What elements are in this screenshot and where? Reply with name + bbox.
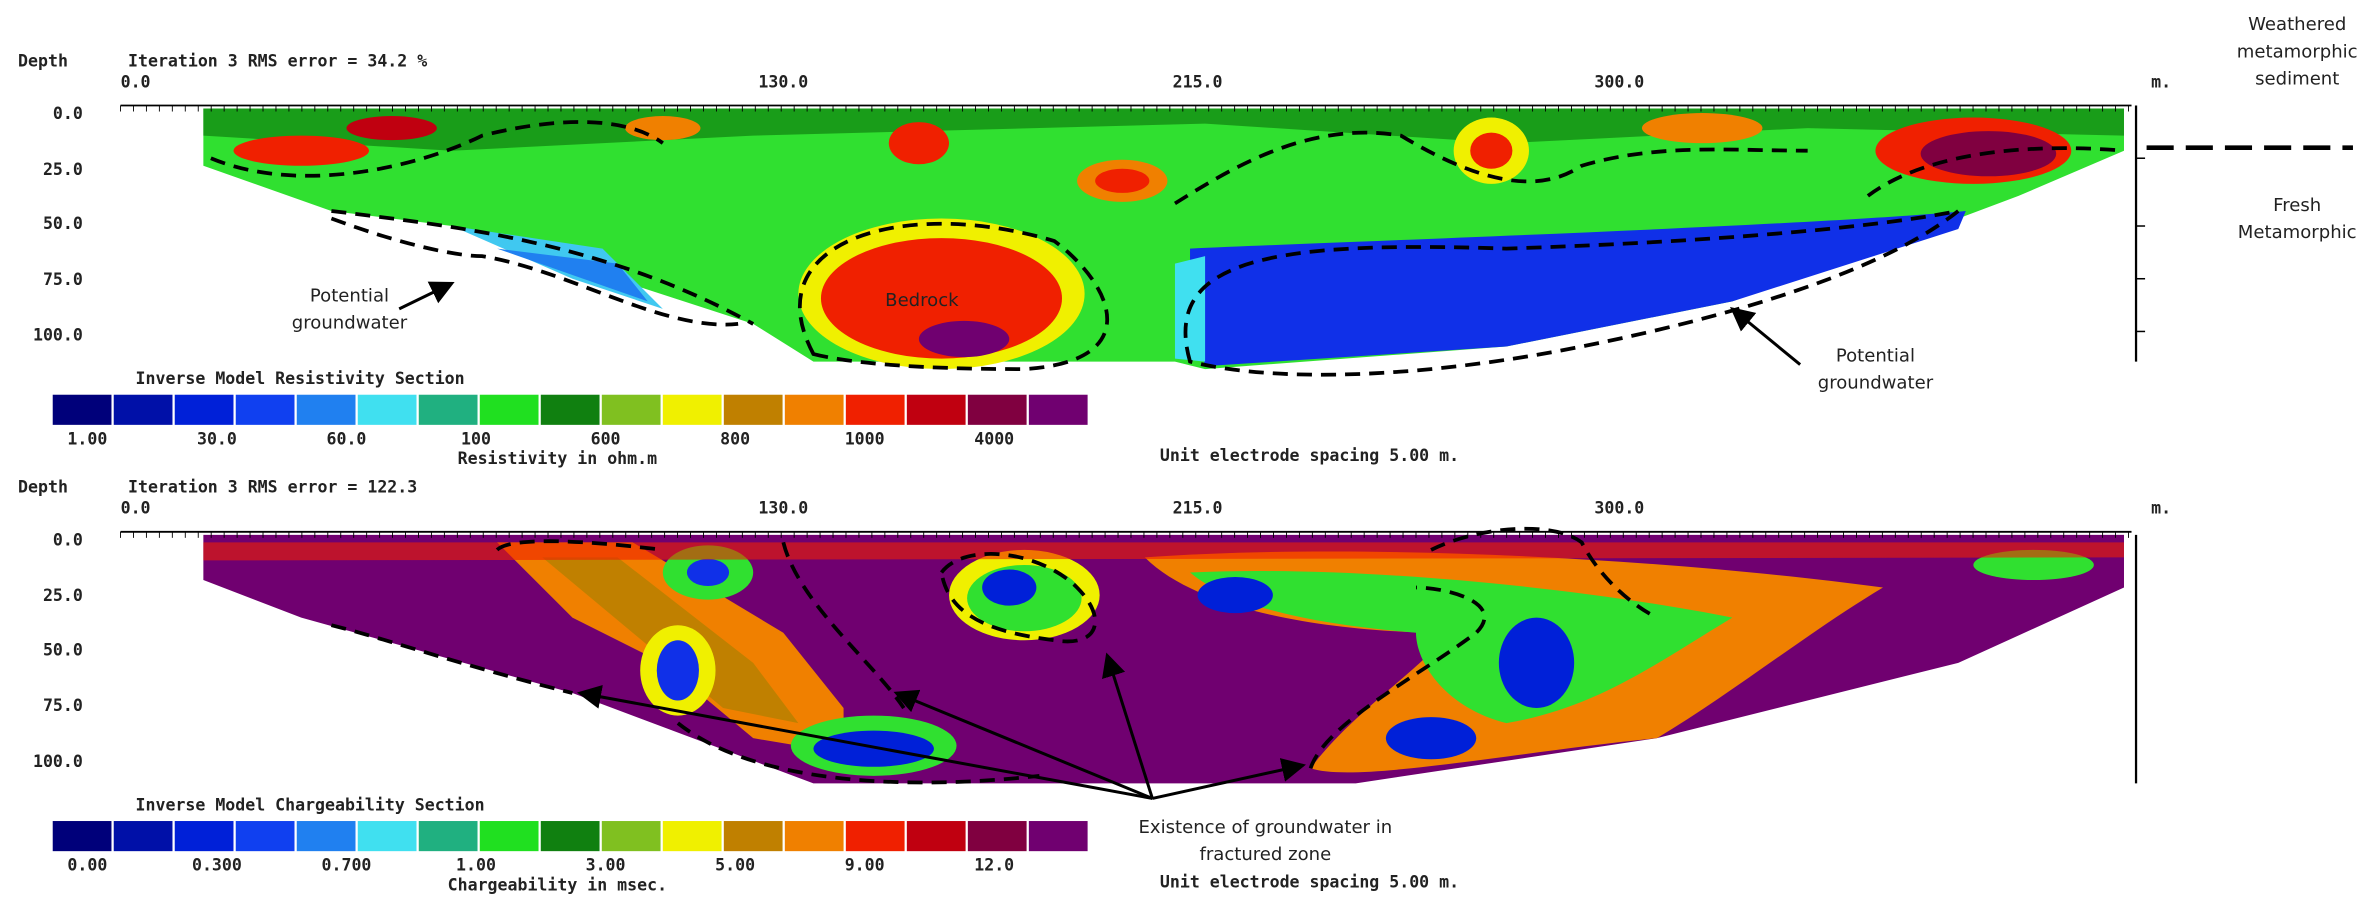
annotation: Potential groundwater xyxy=(292,285,408,333)
legend-swatch xyxy=(845,394,905,425)
depth-tick: 50.0 xyxy=(43,640,83,659)
chargeability-section xyxy=(203,526,2124,785)
legend-label: 1.00 xyxy=(67,429,107,448)
x-label: 0.0 xyxy=(121,499,151,518)
arrows xyxy=(398,281,1802,800)
legend-swatch xyxy=(1028,394,1088,425)
legend-title: Inverse Model Resistivity Section xyxy=(136,369,465,388)
legend-label: 9.00 xyxy=(845,856,885,875)
legend-swatch xyxy=(906,394,966,425)
legend-label: 3.00 xyxy=(586,856,626,875)
unit-label: Chargeability in msec. xyxy=(448,875,667,894)
legend-swatch xyxy=(113,394,173,425)
depth-tick: 75.0 xyxy=(43,696,83,715)
legend-swatch xyxy=(357,821,417,852)
legend-swatch xyxy=(174,394,234,425)
legend-swatch xyxy=(113,821,173,852)
annotation: Existence of groundwater in fractured zon… xyxy=(1139,817,1393,865)
depth-tick: 100.0 xyxy=(33,325,83,344)
spacing-label: Unit electrode spacing 5.00 m. xyxy=(1160,872,1459,891)
legend-swatch xyxy=(967,821,1027,852)
legend-swatch xyxy=(296,821,356,852)
legend-label: 5.00 xyxy=(715,856,755,875)
legend-swatch xyxy=(967,394,1027,425)
annotation: Fresh Metamorphic xyxy=(2238,195,2357,243)
x-label: 215.0 xyxy=(1173,72,1223,91)
legend-swatch xyxy=(418,821,478,852)
depth-tick: 0.0 xyxy=(53,530,83,549)
legend-swatch xyxy=(723,821,783,852)
depth-scale xyxy=(2134,105,2353,784)
resistivity-section xyxy=(203,108,2125,377)
legend-swatch xyxy=(1028,821,1088,852)
legend-label: 30.0 xyxy=(197,429,237,448)
legend-label: 0.300 xyxy=(192,856,242,875)
panel-header: Iteration 3 RMS error = 34.2 % xyxy=(128,51,427,70)
x-unit: m. xyxy=(2151,72,2171,91)
legend-swatch xyxy=(845,821,905,852)
x-label: 0.0 xyxy=(121,72,151,91)
legend-swatch xyxy=(174,821,234,852)
legend-swatch xyxy=(601,821,661,852)
legend-label: 100 xyxy=(461,429,491,448)
legend-swatch xyxy=(479,394,539,425)
legend-swatch xyxy=(235,394,295,425)
legend-swatch xyxy=(601,394,661,425)
legend-label: 1000 xyxy=(845,429,885,448)
x-unit: m. xyxy=(2151,499,2171,518)
x-label: 130.0 xyxy=(758,499,808,518)
depth-tick: 75.0 xyxy=(43,270,83,289)
legend-swatch xyxy=(540,821,600,852)
x-label: 300.0 xyxy=(1594,72,1644,91)
depth-label: Depth xyxy=(18,478,68,497)
panel-header: Iteration 3 RMS error = 122.3 xyxy=(128,478,417,497)
legend-swatch xyxy=(662,821,722,852)
legend-swatch xyxy=(296,394,356,425)
annotation: Weathered metamorphic sediment xyxy=(2237,14,2358,89)
legend-swatch xyxy=(52,821,112,852)
annotation: Bedrock xyxy=(885,290,959,311)
unit-label: Resistivity in ohm.m xyxy=(458,449,657,468)
depth-tick: 25.0 xyxy=(43,160,83,179)
legend-swatch xyxy=(784,394,844,425)
spacing-label: Unit electrode spacing 5.00 m. xyxy=(1160,446,1459,465)
legend-label: 0.700 xyxy=(322,856,372,875)
annotation: Potential groundwater xyxy=(1818,346,1934,394)
depth-tick: 0.0 xyxy=(53,104,83,123)
depth-tick: 100.0 xyxy=(33,752,83,771)
legend-swatch xyxy=(723,394,783,425)
legend-swatch xyxy=(784,821,844,852)
legend-swatch xyxy=(906,821,966,852)
legend-swatch xyxy=(357,394,417,425)
depth-tick: 25.0 xyxy=(43,586,83,605)
legend-swatch xyxy=(235,821,295,852)
legend-label: 4000 xyxy=(974,429,1014,448)
legend-swatch xyxy=(662,394,722,425)
depth-tick: 50.0 xyxy=(43,214,83,233)
legend-label: 600 xyxy=(591,429,621,448)
legend-label: 12.0 xyxy=(974,856,1014,875)
depth-label: Depth xyxy=(18,51,68,70)
legend-label: 0.00 xyxy=(67,856,107,875)
x-label: 130.0 xyxy=(758,72,808,91)
legend-swatch xyxy=(418,394,478,425)
legend-swatch xyxy=(540,394,600,425)
legend-label: 800 xyxy=(720,429,750,448)
legend-title: Inverse Model Chargeability Section xyxy=(136,795,485,814)
legend-label: 1.00 xyxy=(456,856,496,875)
legend-label: 60.0 xyxy=(327,429,367,448)
x-label: 300.0 xyxy=(1594,499,1644,518)
x-label: 215.0 xyxy=(1173,499,1223,518)
legend-swatch xyxy=(479,821,539,852)
legend-swatch xyxy=(52,394,112,425)
